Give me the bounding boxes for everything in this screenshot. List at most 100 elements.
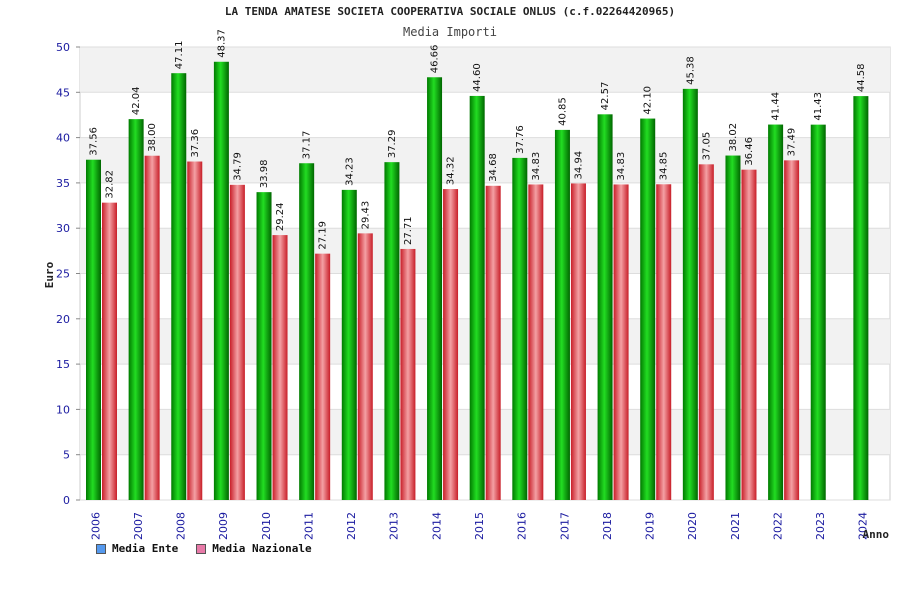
x-tick-label: 2021 — [729, 512, 742, 540]
x-tick-label: 2007 — [132, 512, 145, 540]
data-label: 42.10 — [643, 86, 654, 115]
data-label: 36.46 — [744, 137, 755, 166]
bar-media-nazionale — [698, 164, 714, 500]
data-label: 29.24 — [275, 202, 286, 231]
bar-media-ente — [384, 162, 400, 501]
data-label: 40.85 — [557, 97, 568, 126]
grid-band — [80, 47, 890, 93]
data-label: 34.79 — [232, 152, 243, 181]
x-tick-label: 2023 — [814, 512, 827, 540]
y-tick-label: 0 — [63, 494, 70, 507]
data-label: 42.04 — [131, 86, 142, 115]
data-label: 37.36 — [190, 129, 201, 158]
x-tick-label: 2012 — [345, 512, 358, 540]
bar-media-ente — [86, 159, 101, 500]
bar-media-ente — [640, 118, 656, 500]
data-label: 34.83 — [616, 152, 627, 181]
bar-media-ente — [597, 114, 613, 501]
bar-media-ente — [554, 129, 570, 501]
y-tick-label: 40 — [56, 132, 70, 145]
bar-media-nazionale — [741, 169, 757, 500]
bar-media-ente — [341, 189, 357, 500]
bar-media-ente — [469, 95, 485, 500]
y-tick-label: 50 — [56, 41, 70, 54]
x-tick-label: 2018 — [601, 512, 614, 540]
data-label: 37.56 — [89, 127, 100, 156]
y-tick-label: 10 — [56, 403, 70, 416]
legend-item-media-nazionale: Media Nazionale — [196, 542, 312, 555]
data-label: 46.66 — [430, 45, 441, 74]
bar-media-nazionale — [144, 155, 160, 500]
x-tick-label: 2019 — [644, 512, 657, 540]
x-tick-label: 2014 — [430, 512, 443, 540]
data-label: 29.43 — [360, 201, 371, 230]
bar-media-nazionale — [528, 184, 544, 501]
data-label: 34.68 — [488, 153, 499, 182]
data-label: 32.82 — [105, 170, 116, 199]
data-label: 34.32 — [446, 156, 457, 185]
data-label: 41.43 — [813, 92, 824, 121]
legend-label-media-nazionale: Media Nazionale — [212, 542, 312, 555]
bar-media-nazionale — [187, 161, 203, 500]
legend-swatch-media-ente — [96, 543, 106, 554]
bar-media-nazionale — [485, 185, 501, 500]
data-label: 37.76 — [515, 125, 526, 154]
bar-media-ente — [512, 157, 528, 500]
data-label: 33.98 — [259, 160, 270, 189]
bar-media-nazionale — [570, 183, 586, 500]
bar-media-nazionale — [229, 184, 245, 500]
bar-media-ente — [853, 96, 869, 501]
x-tick-label: 2015 — [473, 512, 486, 540]
data-label: 42.57 — [600, 82, 611, 111]
y-tick-label: 35 — [56, 177, 70, 190]
bar-media-ente — [171, 73, 187, 500]
bar-media-ente — [213, 61, 229, 501]
data-label: 27.71 — [403, 216, 414, 245]
data-label: 47.11 — [174, 41, 185, 70]
y-tick-label: 5 — [63, 449, 70, 462]
data-label: 34.23 — [344, 157, 355, 186]
y-tick-label: 20 — [56, 313, 70, 326]
bar-media-nazionale — [656, 184, 672, 500]
data-label: 45.38 — [685, 56, 696, 85]
x-tick-label: 2017 — [558, 512, 571, 540]
bar-media-nazionale — [272, 235, 288, 500]
bar-media-nazionale — [613, 184, 629, 501]
data-label: 34.85 — [659, 152, 670, 181]
bar-media-nazionale — [784, 160, 800, 500]
x-tick-label: 2022 — [771, 512, 784, 540]
chart-title: LA TENDA AMATESE SOCIETA COOPERATIVA SOC… — [224, 5, 676, 18]
x-tick-label: 2016 — [516, 512, 529, 540]
bar-media-ente — [682, 88, 698, 500]
data-label: 41.44 — [771, 92, 782, 121]
chart-subtitle: Media Importi — [403, 25, 497, 39]
data-label: 38.00 — [147, 123, 158, 152]
data-label: 38.02 — [728, 123, 739, 152]
data-label: 37.29 — [387, 130, 398, 159]
data-label: 37.49 — [787, 128, 798, 157]
x-tick-label: 2008 — [175, 512, 188, 540]
y-tick-label: 15 — [56, 358, 70, 371]
bar-media-ente — [427, 77, 443, 500]
bar-media-ente — [768, 124, 784, 501]
x-tick-label: 2024 — [857, 512, 870, 540]
legend-swatch-media-nazionale — [196, 543, 207, 554]
data-label: 44.58 — [856, 63, 867, 92]
y-tick-label: 45 — [56, 86, 70, 99]
x-tick-label: 2010 — [260, 512, 273, 540]
legend-label-media-ente: Media Ente — [112, 542, 179, 555]
x-tick-label: 2011 — [302, 512, 315, 540]
data-label: 37.17 — [302, 131, 313, 160]
bar-media-ente — [128, 119, 144, 500]
legend-item-media-ente: Media Ente — [96, 542, 178, 555]
bar-media-nazionale — [443, 189, 459, 501]
bar-media-ente — [256, 192, 272, 500]
data-label: 34.94 — [573, 151, 584, 180]
bar-media-nazionale — [357, 233, 373, 500]
data-label: 37.05 — [701, 132, 712, 161]
data-label: 34.83 — [531, 152, 542, 181]
y-tick-label: 30 — [56, 222, 70, 235]
x-tick-label: 2009 — [217, 512, 230, 540]
bar-media-ente — [810, 124, 826, 501]
